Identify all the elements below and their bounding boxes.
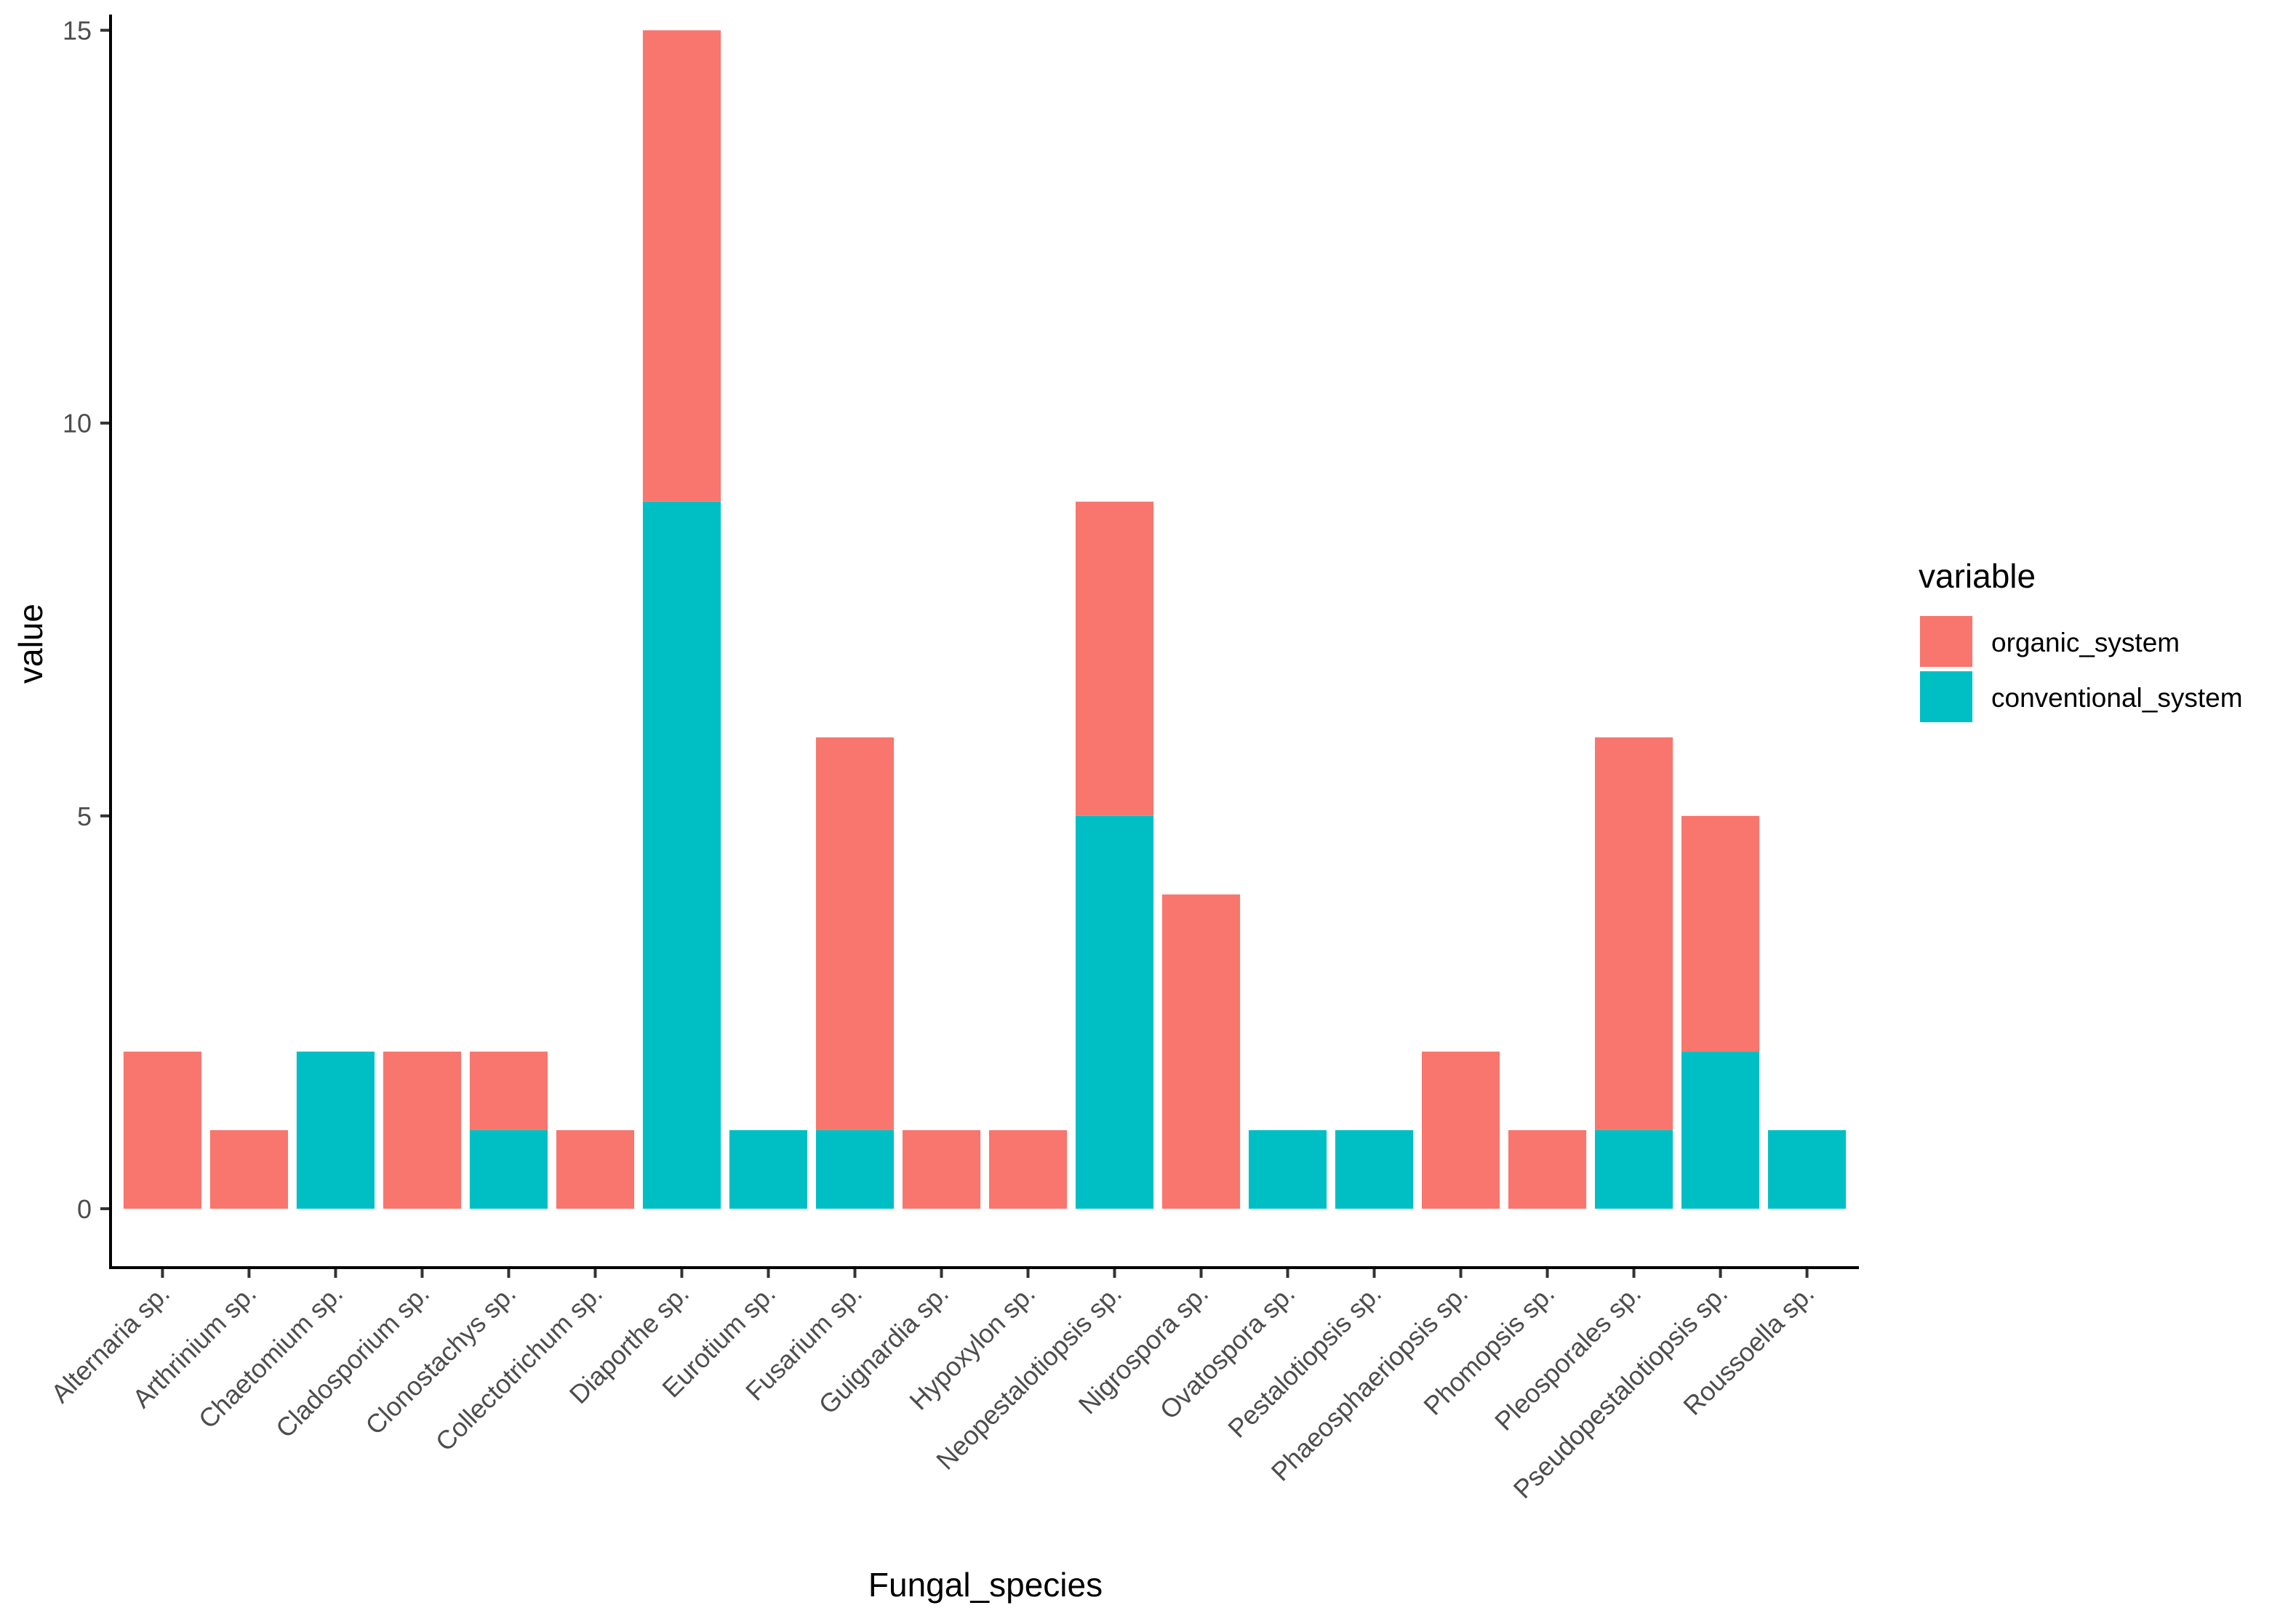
y-axis-title: value <box>12 604 49 684</box>
x-tick-label: Clonostachys sp. <box>359 1279 521 1441</box>
bar-phomopsis-sp-organic <box>1508 1129 1587 1209</box>
bar-collectotrichum-sp-organic <box>556 1129 635 1209</box>
bar-pestalotiopsis-sp-conventional <box>1335 1129 1414 1209</box>
bar-clonostachys-sp-conventional <box>469 1129 548 1209</box>
x-tick-label: Pleosporales sp. <box>1489 1279 1647 1436</box>
bar-arthrinium-sp-organic <box>209 1129 288 1209</box>
x-tick-label: Cladosporium sp. <box>270 1279 435 1444</box>
bar-fusarium-sp-organic <box>815 737 895 1130</box>
bar-pseudopestalotiopsis-sp-conventional <box>1681 1051 1760 1209</box>
x-tick-label: Pestalotiopsis sp. <box>1222 1279 1387 1444</box>
bar-fusarium-sp-conventional <box>815 1129 895 1209</box>
bar-nigrospora-sp-organic <box>1161 894 1241 1209</box>
y-tick-label: 5 <box>77 801 92 831</box>
y-tick-label: 15 <box>63 16 92 46</box>
bar-alternaria-sp-organic <box>123 1051 201 1209</box>
bar-pleosporales-sp-conventional <box>1595 1129 1673 1209</box>
x-axis-ticks: Alternaria sp.Arthrinium sp.Chaetomium s… <box>45 1268 1820 1504</box>
bar-diaporthe-sp-organic <box>642 30 721 502</box>
bar-chaetomium-sp-conventional <box>296 1051 375 1209</box>
y-tick-label: 10 <box>63 409 92 439</box>
bar-clonostachys-sp-organic <box>469 1051 548 1130</box>
bars-layer <box>123 30 1847 1209</box>
legend-label-organic: organic_system <box>1991 628 2180 657</box>
legend-title: variable <box>1919 557 2036 595</box>
bar-neopestalotiopsis-sp-conventional <box>1075 815 1154 1209</box>
bar-guignardia-sp-organic <box>902 1129 981 1209</box>
bar-cladosporium-sp-organic <box>383 1051 461 1209</box>
x-tick-label: Collectotrichum sp. <box>430 1279 608 1457</box>
bar-neopestalotiopsis-sp-organic <box>1075 501 1154 816</box>
y-tick-label: 0 <box>77 1194 92 1224</box>
y-axis-ticks: 0 5 10 15 <box>63 16 111 1224</box>
legend-label-conventional: conventional_system <box>1991 683 2243 713</box>
legend: variable organic_system conventional_sys… <box>1919 557 2243 722</box>
bar-diaporthe-sp-conventional <box>642 501 721 1209</box>
legend-key-organic <box>1920 616 1972 667</box>
bar-roussoella-sp-conventional <box>1768 1129 1847 1209</box>
x-axis-title: Fungal_species <box>868 1566 1103 1604</box>
bar-pleosporales-sp-organic <box>1595 737 1673 1130</box>
x-tick-label: Chaetomium sp. <box>193 1279 348 1434</box>
bar-eurotium-sp-conventional <box>729 1129 808 1209</box>
bar-pseudopestalotiopsis-sp-organic <box>1681 815 1760 1052</box>
bar-ovatospora-sp-conventional <box>1248 1129 1327 1209</box>
legend-key-conventional <box>1920 671 1972 722</box>
bar-hypoxylon-sp-organic <box>988 1129 1068 1209</box>
bar-phaeosphaeriopsis-sp-organic <box>1422 1051 1500 1209</box>
